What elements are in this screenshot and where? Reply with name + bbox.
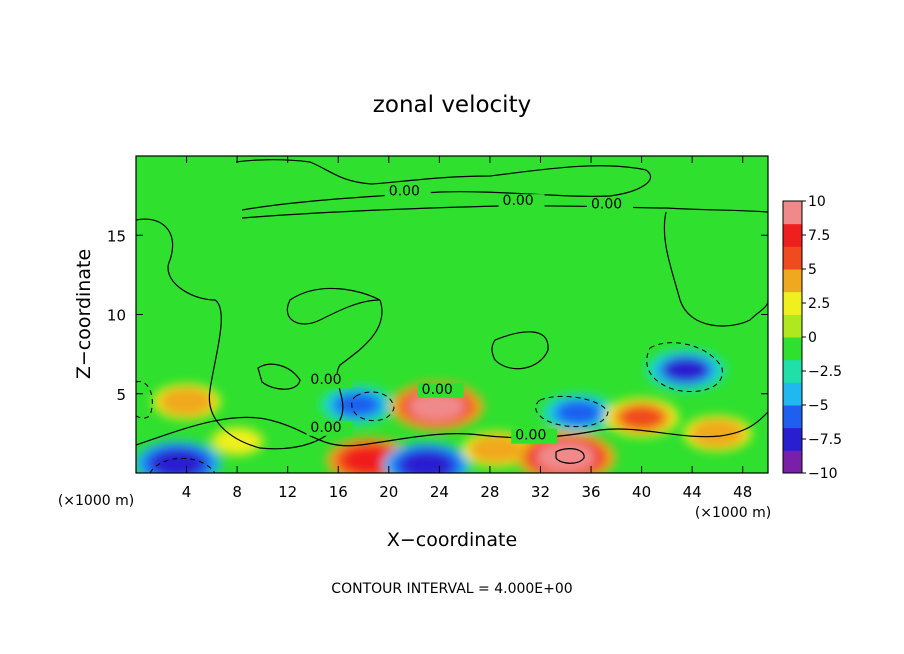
svg-text:0.00: 0.00 <box>591 196 622 212</box>
colorbar-swatch <box>783 337 802 361</box>
svg-text:0.00: 0.00 <box>310 420 341 436</box>
colorbar-tick-label: 10 <box>808 194 826 210</box>
heatmap-cell <box>619 405 665 430</box>
x-tick-label: 24 <box>430 483 449 501</box>
contour-positive-core <box>555 448 585 464</box>
heatmap-cell <box>696 422 738 445</box>
heatmap-cell <box>166 390 208 413</box>
colorbar-tick-label: 0 <box>808 330 817 346</box>
x-tick-label: 44 <box>683 483 702 501</box>
colorbar-swatch <box>783 427 802 451</box>
colorbar-tick-label: 7.5 <box>808 228 830 244</box>
contour-negative-right <box>646 342 723 393</box>
heatmap-cell <box>535 441 596 473</box>
x-tick-label: 40 <box>632 483 651 501</box>
colorbar-swatch <box>783 223 802 247</box>
colorbar-swatch <box>783 291 802 315</box>
x-tick-label: 4 <box>182 483 192 501</box>
colorbar-tick-label: −2.5 <box>808 364 842 380</box>
contour-label: 0.00 <box>587 196 634 213</box>
contour-label: 0.00 <box>384 184 431 200</box>
colorbar: 10 7.5 5 2.5 0 −2.5 −5 −7.5 −10 <box>782 194 842 482</box>
x-tick-label: 16 <box>329 483 348 501</box>
x-unit-right: (×1000 m) <box>695 505 771 521</box>
chart-title: zonal velocity <box>373 92 531 118</box>
colorbar-swatch <box>783 269 802 293</box>
colorbar-swatch <box>783 359 802 383</box>
heatmap-cell <box>343 446 397 473</box>
contour-negative-mid <box>535 395 609 428</box>
contour-label: 0.00 <box>306 372 353 389</box>
colorbar-swatch <box>783 201 802 225</box>
contour-interval-note: CONTOUR INTERVAL = 4.000E+00 <box>331 581 572 597</box>
y-axis-label: Z−coordinate <box>73 249 95 379</box>
x-tick-label: 32 <box>531 483 550 501</box>
x-tick-label: 12 <box>278 483 297 501</box>
svg-text:0.00: 0.00 <box>515 428 546 444</box>
colorbar-swatch <box>783 450 802 474</box>
svg-text:0.00: 0.00 <box>503 193 534 209</box>
contour-zero-lower <box>136 411 768 447</box>
heatmap-cell <box>408 391 466 422</box>
colorbar-swatch <box>783 314 802 338</box>
heatmap-area: 0.00 0.00 0.00 0.00 0.00 0.00 0.00 <box>136 156 768 473</box>
colorbar-swatch <box>783 382 802 406</box>
contour-zero-left <box>136 218 383 450</box>
contour-zero-upper-2 <box>241 205 768 219</box>
y-tick-label: 10 <box>107 307 126 325</box>
heatmap-cell <box>334 393 380 417</box>
x-axis-label: X−coordinate <box>387 529 517 551</box>
colorbar-swatch <box>783 405 802 429</box>
contour-label: 0.00 <box>498 193 545 210</box>
heatmap-cell <box>220 432 254 451</box>
heatmap-cell <box>555 400 601 425</box>
contour-zero-upper <box>235 159 652 211</box>
heatmap-cell <box>661 357 711 383</box>
x-tick-label: 36 <box>581 483 600 501</box>
contour-zero-mid <box>286 287 381 325</box>
x-unit-left: (×1000 m) <box>58 493 134 509</box>
contour-negative-bottom-left <box>149 457 216 473</box>
contour-label: 0.00 <box>306 420 353 436</box>
svg-text:0.00: 0.00 <box>389 184 420 200</box>
heatmap-cell <box>400 451 454 473</box>
contour-negative-left <box>351 391 395 422</box>
y-tick-label: 15 <box>107 227 126 245</box>
svg-text:0.00: 0.00 <box>422 382 453 398</box>
heatmap-cell <box>151 449 205 473</box>
svg-text:0.00: 0.00 <box>310 372 341 388</box>
heatmap-cell <box>475 438 517 461</box>
colorbar-tick-label: −7.5 <box>808 432 842 448</box>
colorbar-tick-label: −5 <box>808 398 829 414</box>
contour-zero-right <box>663 211 768 327</box>
y-tick-label: 5 <box>116 386 126 404</box>
contour-negative-edge <box>136 381 153 419</box>
colorbar-swatch <box>783 246 802 270</box>
x-tick-label: 20 <box>379 483 398 501</box>
y-axis: 5 10 15 <box>107 227 768 404</box>
x-tick-label: 48 <box>733 483 752 501</box>
contour-zero-islands <box>257 331 549 390</box>
x-tick-label: 28 <box>480 483 499 501</box>
colorbar-tick-label: −10 <box>808 466 838 482</box>
colorbar-tick-label: 5 <box>808 262 817 278</box>
contour-label: 0.00 <box>511 428 558 444</box>
x-tick-label: 8 <box>232 483 242 501</box>
colorbar-tick-label: 2.5 <box>808 296 830 312</box>
contour-label: 0.00 <box>417 382 464 398</box>
x-axis: 4 8 12 16 20 24 28 32 36 40 44 48 <box>182 156 752 501</box>
